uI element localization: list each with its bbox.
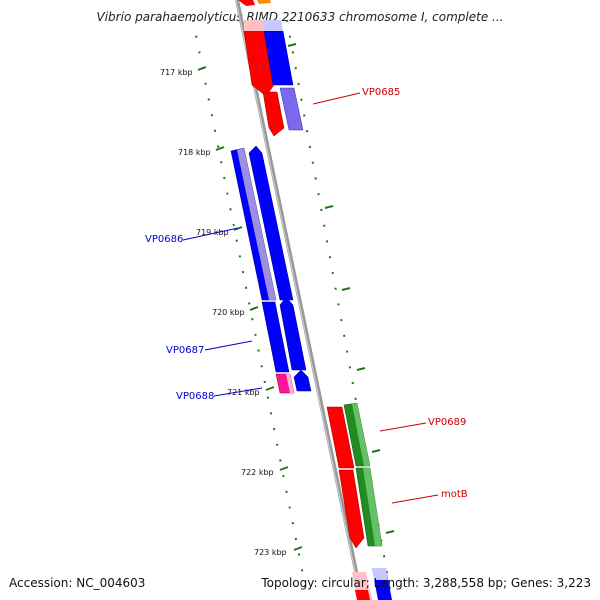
gene-motb-red (338, 469, 365, 549)
leader-vp0689 (379, 422, 427, 432)
gene-vp0687 (261, 301, 290, 373)
gene-vp0686-shade (237, 148, 276, 300)
feature-top-orange-fragment (257, 0, 271, 4)
gene-vp0689 (326, 406, 355, 469)
leader-vp0687 (204, 340, 253, 351)
gene-label-vp0686[interactable]: VP0686 (145, 234, 183, 245)
right-ruler-dashes (287, 43, 395, 534)
map-title: Vibrio parahaemolyticus RIMD 2210633 chr… (96, 10, 504, 24)
kbp-label-720: 720 kbp (212, 308, 245, 317)
gene-blue-small (293, 369, 312, 392)
feature-top-red-fragment (238, 0, 255, 6)
leader-vp0685 (312, 92, 361, 105)
gene-vp0688-fade (286, 374, 294, 393)
gene-vp0685 (279, 87, 304, 131)
gene-label-vp0689[interactable]: VP0689 (428, 417, 466, 428)
kbp-tick-722: 722 kbp (241, 466, 289, 477)
kbp-label-719: 719 kbp (196, 228, 229, 237)
kbp-tick-720: 720 kbp (212, 306, 259, 317)
gene-label-vp0685[interactable]: VP0685 (362, 87, 400, 98)
leader-vp0686 (182, 227, 239, 241)
gene-label-vp0687[interactable]: VP0687 (166, 345, 204, 356)
genome-backbone (235, 0, 364, 600)
gene-red-upper-1-fade (244, 20, 264, 31)
accession-text: Accession: NC_004603 (9, 576, 146, 590)
kbp-label-722: 722 kbp (241, 468, 274, 477)
kbp-tick-723: 723 kbp (254, 546, 303, 557)
kbp-tick-721: 721 kbp (227, 386, 275, 397)
kbp-label-723: 723 kbp (254, 548, 287, 557)
gene-motb-shade (363, 468, 382, 546)
feature-bottom-red-fragment (355, 590, 370, 600)
gene-green-upper-shade (352, 403, 370, 466)
kbp-label-721: 721 kbp (227, 388, 260, 397)
kbp-label-718: 718 kbp (178, 148, 211, 157)
kbp-tick-717: 717 kbp (160, 66, 207, 77)
gene-blue-mid-2 (279, 296, 307, 371)
gene-blue-long-2 (248, 145, 294, 301)
kbp-tick-718: 718 kbp (178, 146, 225, 157)
feature-bottom-blue-fade (372, 568, 388, 580)
leader-motb (391, 494, 439, 504)
leader-vp0688 (213, 387, 263, 397)
gene-red-upper-2 (262, 91, 285, 137)
gene-label-vp0688[interactable]: VP0688 (176, 391, 214, 402)
genome-backbone-highlight (235, 0, 362, 600)
genome-summary-text: Topology: circular; Length: 3,288,558 bp… (261, 576, 591, 590)
gene-label-motb[interactable]: motB (441, 489, 468, 500)
kbp-label-717: 717 kbp (160, 68, 193, 77)
gene-blue-upper-1-fade (262, 20, 283, 31)
